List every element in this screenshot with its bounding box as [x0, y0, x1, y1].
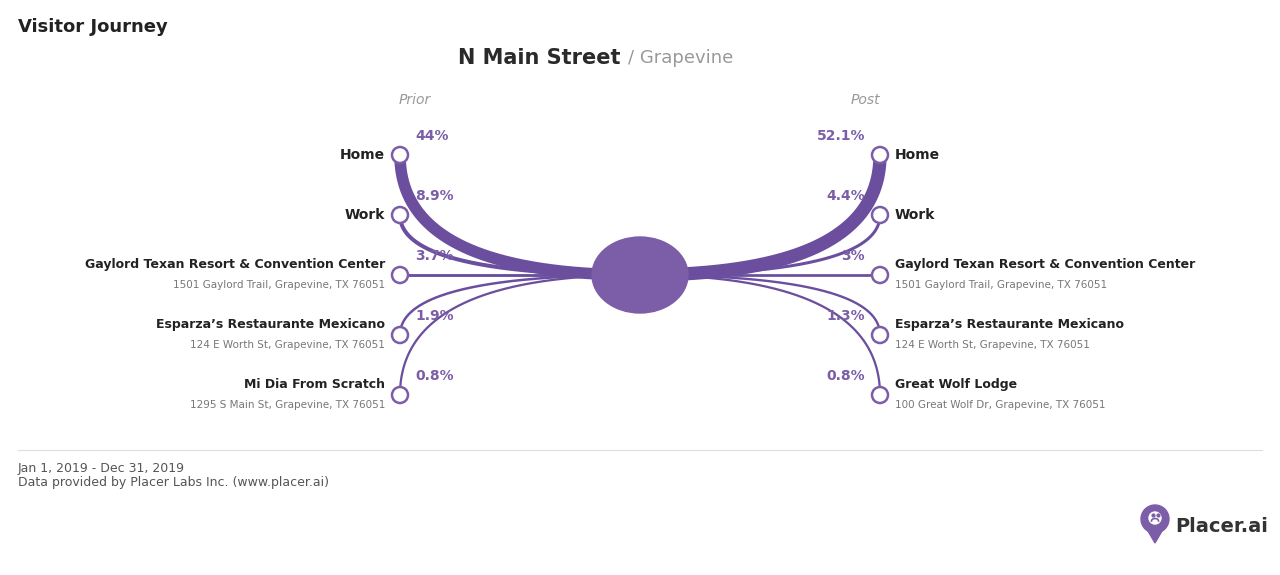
Text: 1.9%: 1.9%	[415, 309, 453, 323]
Circle shape	[1140, 505, 1169, 533]
Text: 1501 Gaylord Trail, Grapevine, TX 76051: 1501 Gaylord Trail, Grapevine, TX 76051	[173, 280, 385, 290]
Text: 52.1%: 52.1%	[817, 129, 865, 143]
Text: 3%: 3%	[841, 249, 865, 263]
Polygon shape	[1148, 531, 1162, 543]
Text: Work: Work	[344, 208, 385, 222]
Text: / Grapevine: / Grapevine	[628, 49, 733, 67]
Text: 4.4%: 4.4%	[827, 189, 865, 203]
Circle shape	[392, 207, 408, 223]
Text: Gaylord Texan Resort & Convention Center: Gaylord Texan Resort & Convention Center	[895, 258, 1196, 271]
Text: Jan 1, 2019 - Dec 31, 2019: Jan 1, 2019 - Dec 31, 2019	[18, 462, 186, 475]
Text: 124 E Worth St, Grapevine, TX 76051: 124 E Worth St, Grapevine, TX 76051	[191, 340, 385, 350]
Ellipse shape	[591, 237, 689, 313]
Text: 0.8%: 0.8%	[415, 369, 453, 383]
Text: Work: Work	[895, 208, 936, 222]
Text: Home: Home	[895, 148, 940, 162]
Text: Data provided by Placer Labs Inc. (www.placer.ai): Data provided by Placer Labs Inc. (www.p…	[18, 476, 329, 489]
Text: Great Wolf Lodge: Great Wolf Lodge	[895, 378, 1018, 391]
Text: 44%: 44%	[415, 129, 448, 143]
Circle shape	[872, 207, 888, 223]
Text: 3.7%: 3.7%	[415, 249, 453, 263]
Text: 1501 Gaylord Trail, Grapevine, TX 76051: 1501 Gaylord Trail, Grapevine, TX 76051	[895, 280, 1107, 290]
Text: 1295 S Main St, Grapevine, TX 76051: 1295 S Main St, Grapevine, TX 76051	[189, 400, 385, 410]
Circle shape	[872, 267, 888, 283]
Circle shape	[392, 327, 408, 343]
Text: Post: Post	[850, 93, 879, 107]
Text: Esparza’s Restaurante Mexicano: Esparza’s Restaurante Mexicano	[895, 318, 1124, 331]
Text: Esparza’s Restaurante Mexicano: Esparza’s Restaurante Mexicano	[156, 318, 385, 331]
Text: 100 Great Wolf Dr, Grapevine, TX 76051: 100 Great Wolf Dr, Grapevine, TX 76051	[895, 400, 1106, 410]
Text: 1.3%: 1.3%	[827, 309, 865, 323]
Text: 0.8%: 0.8%	[827, 369, 865, 383]
Circle shape	[392, 387, 408, 403]
Circle shape	[1149, 512, 1161, 524]
Circle shape	[392, 267, 408, 283]
Text: Mi Dia From Scratch: Mi Dia From Scratch	[244, 378, 385, 391]
Text: Home: Home	[340, 148, 385, 162]
Text: Visitor Journey: Visitor Journey	[18, 18, 168, 36]
Text: Placer.ai: Placer.ai	[1175, 518, 1268, 536]
Text: 124 E Worth St, Grapevine, TX 76051: 124 E Worth St, Grapevine, TX 76051	[895, 340, 1089, 350]
Text: Gaylord Texan Resort & Convention Center: Gaylord Texan Resort & Convention Center	[84, 258, 385, 271]
Circle shape	[872, 387, 888, 403]
Text: Prior: Prior	[399, 93, 431, 107]
Circle shape	[392, 147, 408, 163]
Circle shape	[872, 147, 888, 163]
Text: N Main Street: N Main Street	[457, 48, 620, 68]
Text: 8.9%: 8.9%	[415, 189, 453, 203]
Circle shape	[872, 327, 888, 343]
